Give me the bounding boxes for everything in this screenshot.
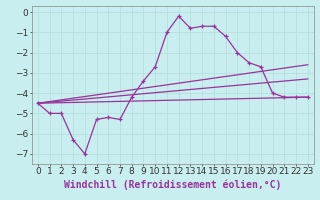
X-axis label: Windchill (Refroidissement éolien,°C): Windchill (Refroidissement éolien,°C): [64, 179, 282, 190]
